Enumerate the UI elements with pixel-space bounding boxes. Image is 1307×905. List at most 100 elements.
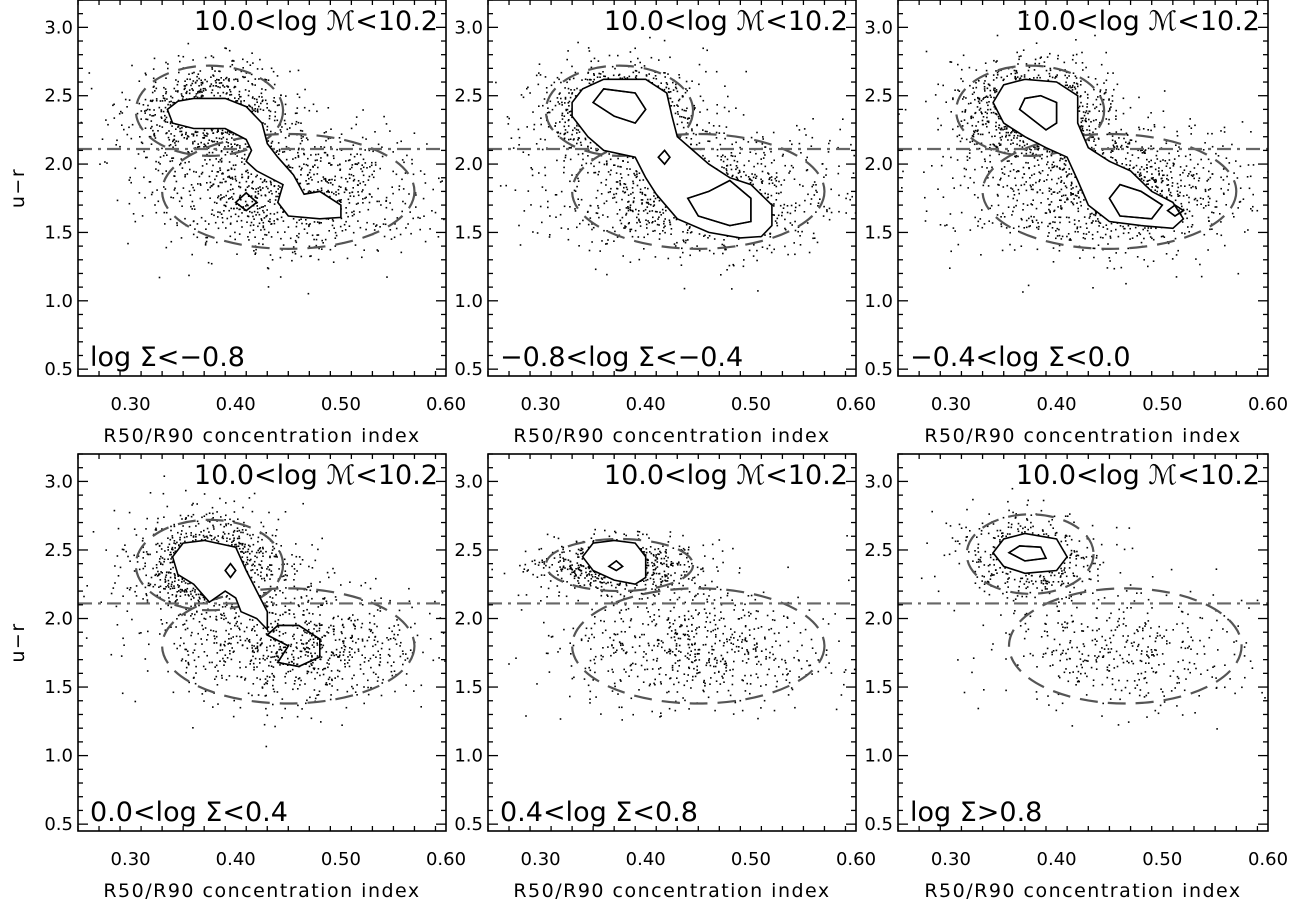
data-point [1148,161,1150,163]
data-point [163,86,165,89]
data-point [269,220,271,223]
data-point [287,164,290,167]
data-point [775,172,778,174]
data-point [715,70,718,73]
data-point [180,196,183,199]
data-point [788,172,790,174]
data-point [773,159,775,162]
data-point [778,192,780,195]
data-point [688,227,691,230]
data-point [591,223,593,225]
data-point [683,240,685,243]
data-point [713,252,715,255]
data-point [539,138,542,140]
data-point [417,216,419,219]
data-point [337,192,340,195]
data-point [624,227,626,229]
data-point [265,234,268,236]
data-point [1039,57,1042,59]
data-point [754,173,756,176]
red-sequence-ellipse [134,64,285,157]
data-point [192,133,195,135]
data-point [239,145,241,147]
data-point [212,85,215,87]
data-point [338,199,341,201]
data-point [1080,101,1082,104]
data-point [298,147,300,150]
data-point [972,116,974,119]
data-point [775,185,778,188]
data-point [212,74,214,76]
data-point [1001,135,1003,138]
data-point [210,140,213,142]
data-point [996,60,998,62]
data-point [212,132,215,134]
data-point [379,167,381,170]
data-point [571,133,573,136]
data-point [261,68,264,70]
data-point [256,211,259,214]
data-point [1092,103,1094,106]
data-point [789,222,792,224]
data-point [198,90,201,92]
data-point [587,47,590,49]
data-point [682,126,685,129]
data-point [957,125,959,128]
data-point [1075,53,1078,56]
data-point [404,172,407,174]
data-point [1085,233,1088,235]
data-point [965,97,967,99]
data-point [738,169,741,172]
data-point [718,132,721,134]
data-point [776,217,779,220]
data-point [995,61,997,63]
data-point [628,75,631,78]
data-point [107,123,109,126]
data-point [756,249,758,252]
data-point [322,176,325,178]
data-point [590,66,593,69]
data-point [253,210,256,213]
data-point [630,228,633,231]
data-point [989,108,992,111]
data-point [991,135,993,138]
data-point [371,196,373,198]
data-point [925,100,927,103]
data-point [749,177,751,180]
data-point [332,220,335,222]
data-point [217,216,219,218]
data-point [127,242,129,245]
data-point [577,129,580,131]
data-point [279,276,282,278]
data-point [595,197,598,199]
data-point [214,80,217,82]
data-point [316,159,318,161]
data-point [348,173,351,176]
data-point [275,190,277,193]
data-point [1029,151,1032,154]
data-point [364,197,366,200]
data-point [816,191,818,193]
data-point [340,201,342,203]
data-point [236,207,238,210]
data-point [308,225,310,228]
data-point [769,177,771,179]
data-point [271,259,274,261]
data-point [602,214,604,216]
data-point [995,125,997,128]
data-point [756,131,758,134]
data-point [167,103,169,106]
data-point [828,207,831,210]
data-point [537,83,540,86]
data-point [214,70,216,72]
data-point [650,56,653,59]
data-point [1138,128,1141,131]
data-point [340,186,342,188]
data-point [204,159,206,161]
data-point [259,108,262,111]
data-point [541,221,543,224]
data-point [301,222,303,225]
data-point [654,197,657,200]
data-point [1002,128,1004,131]
data-point [139,136,141,138]
